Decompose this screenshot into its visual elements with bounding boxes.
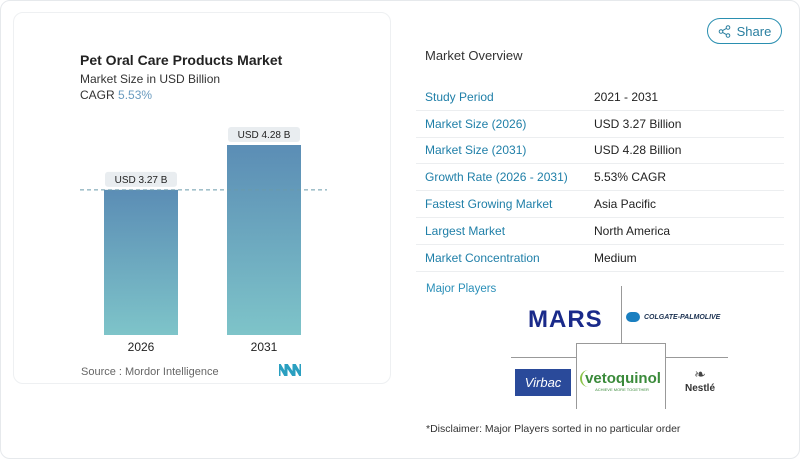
major-players-title: Major Players	[426, 283, 497, 295]
row-label: Largest Market	[425, 223, 506, 238]
share-button[interactable]: Share	[707, 18, 782, 44]
virbac-logo: Virbac	[515, 369, 571, 396]
row-label: Fastest Growing Market	[425, 197, 553, 212]
divider	[621, 286, 622, 344]
mars-logo: MARS	[528, 306, 603, 333]
row-value: 5.53% CAGR	[594, 170, 667, 185]
data-label: USD 3.27 B	[115, 175, 168, 186]
overview-row: Study Period 2021 - 2031	[416, 84, 784, 111]
row-label: Market Concentration	[425, 250, 540, 265]
nestle-nest-icon: ❧	[694, 366, 706, 382]
row-value: North America	[594, 223, 671, 238]
data-label-bg	[105, 171, 177, 187]
row-value: Medium	[594, 250, 637, 265]
chart-title: Pet Oral Care Products Market	[80, 52, 283, 68]
overview-row: Market Concentration Medium	[416, 245, 784, 272]
data-label: USD 4.28 B	[238, 130, 291, 141]
row-value: Asia Pacific	[594, 197, 657, 212]
chart-card	[13, 12, 391, 384]
cagr: CAGR 5.53%	[80, 88, 152, 102]
data-label-bg	[228, 127, 300, 142]
mordor-logo-icon	[279, 364, 301, 376]
bar	[104, 189, 178, 335]
disclaimer: *Disclaimer: Major Players sorted in no …	[426, 423, 681, 435]
share-icon	[718, 24, 730, 38]
share-label: Share	[736, 23, 772, 39]
source-text: Source : Mordor Intelligence	[81, 366, 219, 378]
row-label: Growth Rate (2026 - 2031)	[425, 170, 568, 185]
overview-row: Fastest Growing Market Asia Pacific	[416, 191, 784, 218]
overview-row: Market Size (2026) USD 3.27 Billion	[416, 111, 784, 138]
bar-chart: USD 3.27 B 2026 USD 4.28 B 2031	[80, 127, 327, 354]
bar	[227, 145, 301, 335]
overview-title: Market Overview	[425, 48, 523, 63]
row-value: 2021 - 2031	[594, 89, 659, 104]
nestle-logo: ❧ Nestlé	[682, 366, 718, 394]
cagr-label: CAGR	[80, 88, 115, 102]
divider	[511, 357, 577, 358]
x-tick-label: 2026	[128, 340, 155, 354]
colgate-logo: COLGATE-PALMOLIVE	[626, 312, 720, 322]
row-label: Market Size (2031)	[425, 143, 527, 158]
overview-row: Growth Rate (2026 - 2031) 5.53% CAGR	[416, 164, 784, 192]
vetoquinol-logo: vetoquinol ACHIEVE MORE TOGETHER	[580, 370, 664, 392]
row-label: Market Size (2026)	[425, 116, 527, 131]
overview-row: Largest Market North America	[416, 218, 784, 245]
overview-row: Market Size (2031) USD 4.28 Billion	[416, 138, 784, 165]
divider	[665, 357, 728, 358]
colgate-icon	[626, 312, 640, 322]
row-value: USD 4.28 Billion	[594, 143, 682, 158]
vetoquinol-box	[576, 343, 666, 409]
x-tick-label: 2031	[251, 340, 278, 354]
chart-subtitle: Market Size in USD Billion	[80, 72, 221, 86]
row-label: Study Period	[425, 89, 494, 104]
overview-table: Study Period 2021 - 2031 Market Size (2026…	[416, 84, 784, 272]
cagr-value: 5.53%	[118, 88, 153, 102]
row-value: USD 3.27 Billion	[594, 116, 682, 131]
